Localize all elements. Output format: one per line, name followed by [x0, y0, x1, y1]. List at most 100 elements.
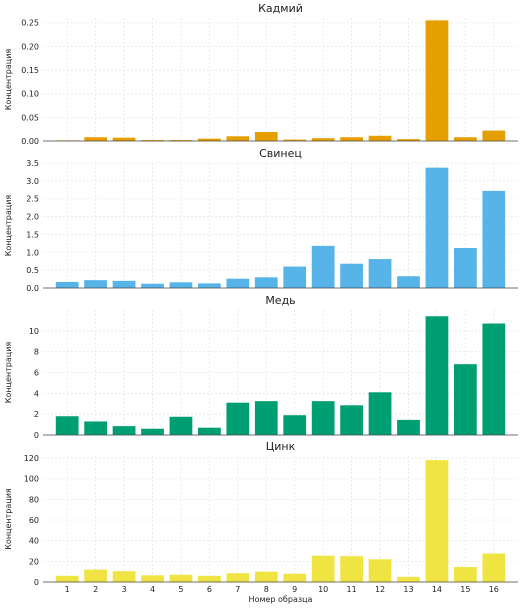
chart-title: Медь	[265, 294, 295, 307]
bar	[112, 571, 136, 582]
bar	[226, 278, 250, 288]
y-tick-label: 3.0	[26, 177, 39, 186]
y-tick-label: 8	[34, 348, 39, 357]
bar	[141, 575, 164, 582]
bar	[283, 573, 307, 582]
bar	[226, 402, 250, 435]
bar	[425, 460, 449, 582]
y-tick-label: 1.5	[26, 230, 39, 239]
chart-title: Кадмий	[258, 2, 303, 15]
x-tick-label: 13	[403, 585, 413, 594]
bar	[84, 280, 107, 288]
bar	[55, 281, 79, 288]
x-tick-label: 12	[375, 585, 385, 594]
bar	[141, 428, 164, 435]
bar	[368, 135, 392, 141]
bar	[482, 553, 506, 582]
y-tick-label: 3.5	[26, 159, 39, 168]
bar	[397, 419, 420, 435]
y-tick-label: 4	[34, 389, 39, 398]
y-axis-label: Концентрация	[4, 195, 13, 257]
bar	[340, 263, 363, 288]
y-tick-label: 0.5	[26, 266, 39, 275]
bar	[454, 137, 477, 141]
bar	[254, 401, 278, 435]
bar	[226, 573, 250, 582]
y-tick-label: 6	[34, 369, 39, 378]
bar	[425, 20, 449, 141]
bar	[368, 392, 392, 435]
chart-title: Цинк	[266, 440, 296, 453]
y-axis-label: Концентрация	[4, 488, 13, 550]
y-tick-label: 2.5	[26, 195, 39, 204]
y-tick-label: 120	[24, 454, 39, 463]
bar	[55, 416, 79, 435]
chart-title: Свинец	[259, 147, 302, 160]
y-tick-label: 0	[34, 431, 39, 440]
bar	[311, 555, 335, 582]
bar	[454, 248, 477, 288]
bar	[84, 569, 107, 582]
y-axis-label: Концентрация	[4, 342, 13, 404]
bar	[454, 364, 477, 435]
bar	[425, 167, 449, 288]
bar	[311, 138, 335, 141]
x-tick-label: 8	[264, 585, 269, 594]
y-tick-label: 100	[24, 475, 39, 484]
bar	[397, 276, 420, 288]
x-tick-label: 7	[235, 585, 240, 594]
x-axis-label: Номер образца	[249, 595, 313, 604]
y-tick-label: 80	[29, 495, 39, 504]
bar	[340, 137, 363, 141]
bar	[84, 137, 107, 141]
x-tick-label: 2	[93, 585, 98, 594]
y-tick-label: 2.0	[26, 213, 39, 222]
bar	[283, 266, 307, 288]
bar	[198, 427, 221, 435]
bar	[141, 140, 164, 141]
chart-panel-1: Кадмий 0.00 0.05 0.10 0.15 0.20 0.25 Концентрац…	[4, 2, 518, 146]
bar	[226, 136, 250, 141]
bar	[311, 401, 335, 435]
bar	[368, 259, 392, 288]
y-tick-label: 0.20	[21, 42, 39, 51]
bar	[141, 283, 164, 288]
x-tick-label: 10	[318, 585, 328, 594]
bar	[112, 137, 136, 141]
bar	[283, 139, 307, 141]
y-tick-label: 10	[29, 327, 39, 336]
bar	[454, 567, 477, 582]
x-tick-label: 1	[65, 585, 70, 594]
bar	[340, 556, 363, 582]
x-tick-label: 3	[122, 585, 127, 594]
bar	[55, 575, 79, 582]
y-tick-label: 0.25	[21, 19, 39, 28]
bar	[311, 245, 335, 288]
bar	[198, 138, 221, 141]
bar	[482, 130, 506, 141]
x-tick-label: 9	[292, 585, 297, 594]
y-tick-label: 0.00	[21, 137, 39, 146]
bar	[397, 576, 420, 582]
x-tick-label: 16	[489, 585, 499, 594]
bar	[425, 316, 449, 435]
bar	[84, 421, 107, 435]
y-tick-label: 0.15	[21, 66, 39, 75]
x-tick-label: 6	[207, 585, 212, 594]
bar	[169, 416, 193, 435]
y-tick-label: 0.10	[21, 90, 39, 99]
x-tick-label: 14	[432, 585, 442, 594]
bar	[397, 139, 420, 141]
y-tick-label: 1.0	[26, 248, 39, 257]
bar	[340, 405, 363, 435]
bar	[112, 426, 136, 435]
bar	[112, 280, 136, 288]
y-tick-label: 2	[34, 410, 39, 419]
y-tick-label: 40	[29, 537, 39, 546]
bar	[482, 190, 506, 288]
y-tick-label: 60	[29, 516, 39, 525]
bar	[198, 283, 221, 288]
